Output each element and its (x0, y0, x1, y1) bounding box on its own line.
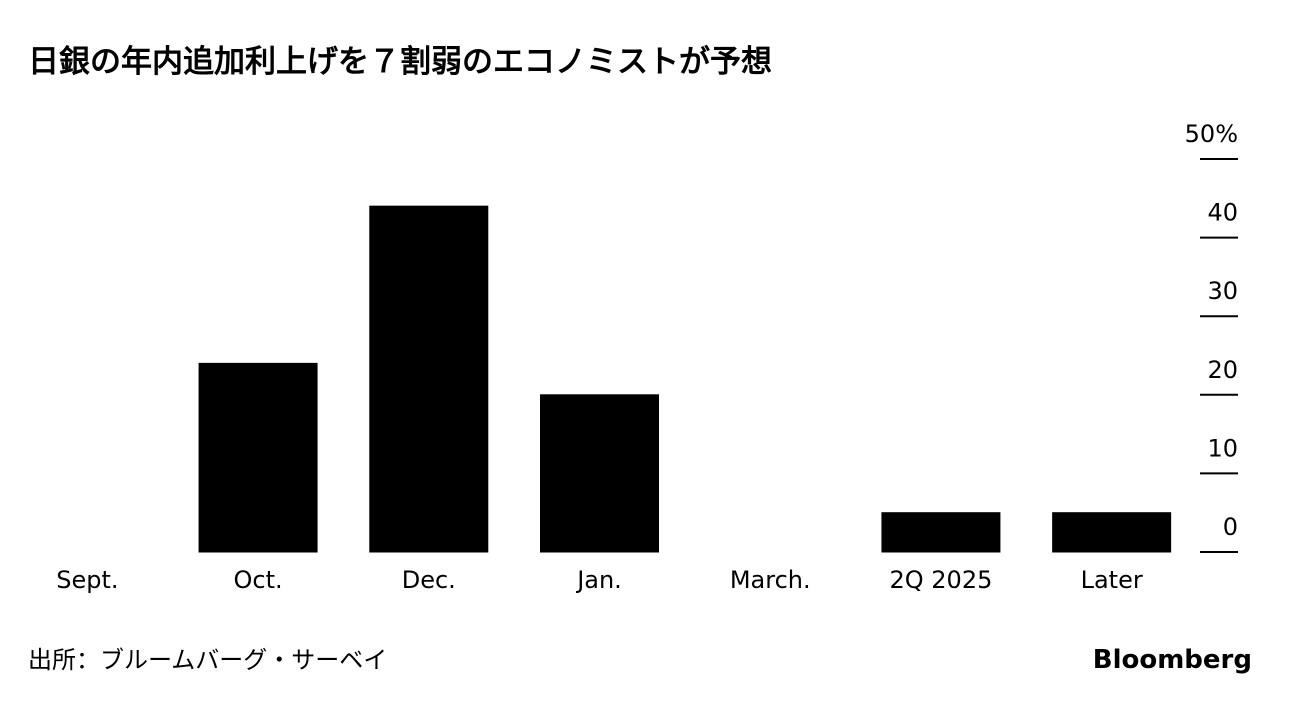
x-tick-label: Later (1081, 566, 1143, 594)
x-tick-label: 2Q 2025 (889, 566, 992, 594)
chart-title: 日銀の年内追加利上げを７割弱のエコノミストが予想 (28, 44, 772, 80)
x-tick-label: Oct. (234, 566, 283, 594)
bar (540, 394, 659, 553)
y-tick-label: 20 (1207, 356, 1238, 384)
y-tick-label: 50% (1185, 120, 1238, 148)
y-tick-label: 40 (1207, 199, 1238, 227)
x-tick-label: Dec. (402, 566, 456, 594)
brand: Bloomberg (1093, 645, 1252, 675)
y-tick-label: 0 (1223, 513, 1238, 541)
x-tick-label: Jan. (575, 566, 622, 594)
x-tick-label: Sept. (56, 566, 118, 594)
source-note: 出所：ブルームバーグ・サーベイ (28, 646, 387, 674)
bar (369, 205, 489, 553)
bar (881, 512, 1001, 553)
bar (1052, 512, 1172, 553)
y-tick-label: 10 (1207, 434, 1238, 462)
y-tick-label: 30 (1207, 277, 1238, 305)
x-tick-label: March. (730, 566, 811, 594)
bar (198, 362, 318, 553)
